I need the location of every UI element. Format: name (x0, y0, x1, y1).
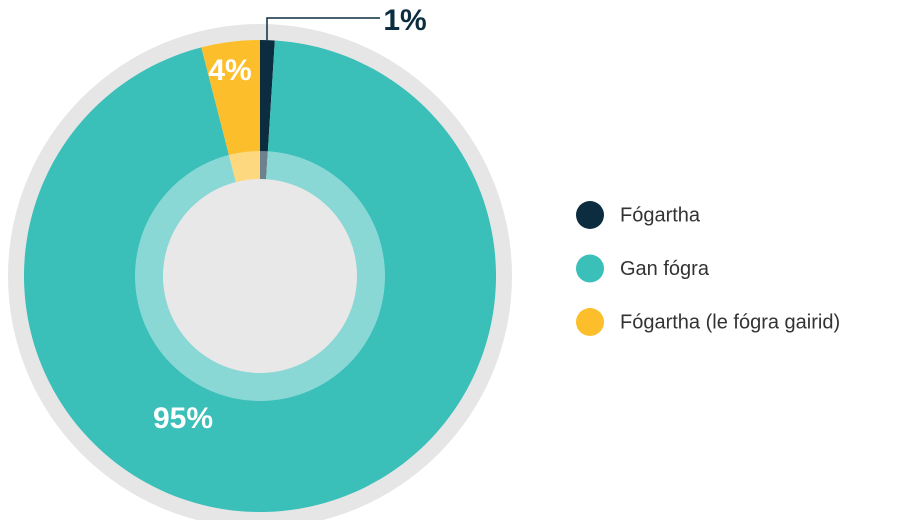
labels: 1% 95% 4% (153, 4, 427, 435)
value-label: 1% (383, 4, 426, 37)
donut-hole (163, 179, 357, 373)
value-label: 95% (153, 402, 213, 435)
legend-label: Fógartha (le fógra gairid) (620, 311, 840, 333)
value-label: 4% (208, 54, 251, 87)
legend-label: Fógartha (620, 204, 701, 226)
leader-line (266, 17, 380, 40)
legend-swatch (576, 308, 604, 336)
legend-label: Gan fógra (620, 258, 710, 280)
legend-swatch (576, 201, 604, 229)
legend-swatch (576, 254, 604, 283)
legend: Fógartha Gan fógra Fógartha (le fógra gair… (576, 201, 840, 336)
